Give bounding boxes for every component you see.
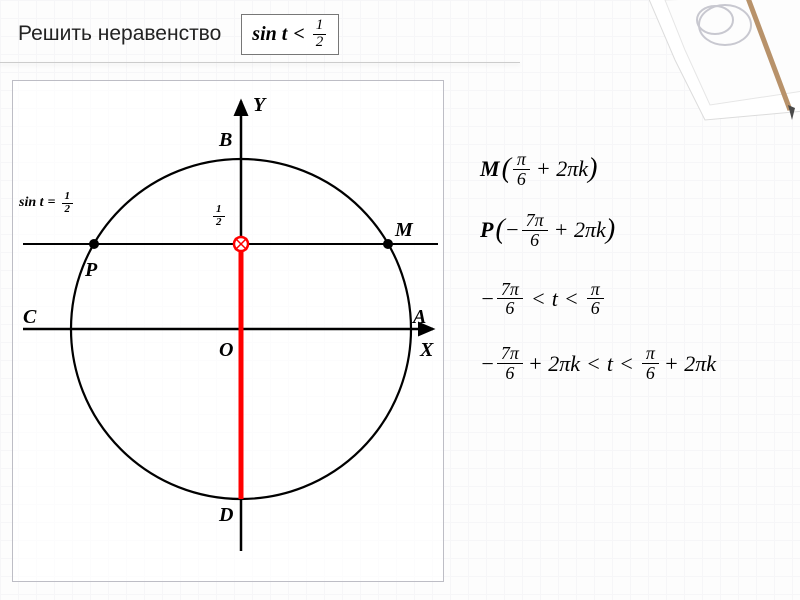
unit-circle-diagram: sin t = 1 2 1 2 bbox=[12, 80, 444, 582]
label-C: C bbox=[23, 306, 37, 328]
main-inequality-box: sin t < 1 2 bbox=[241, 14, 339, 55]
solution-P: P ( − 7π 6 + 2πk ) bbox=[480, 211, 780, 250]
label-X: X bbox=[419, 339, 434, 361]
label-B: B bbox=[218, 129, 232, 151]
label-O: O bbox=[219, 339, 233, 361]
point-P bbox=[89, 239, 99, 249]
solution-full-interval: − 7π 6 + 2πk < t < π 6 + 2πk bbox=[480, 344, 780, 383]
label-A: A bbox=[411, 306, 426, 328]
title-text: Решить неравенство bbox=[18, 22, 221, 46]
solution-column: M ( π 6 + 2πk ) P ( − 7π 6 + 2πk ) − 7π … bbox=[480, 150, 780, 405]
point-M bbox=[383, 239, 393, 249]
side-equation: sin t = 1 2 bbox=[19, 191, 75, 215]
label-Y: Y bbox=[253, 94, 267, 116]
title-underline bbox=[0, 62, 520, 63]
label-M: M bbox=[394, 219, 414, 241]
title-bar: Решить неравенство sin t < 1 2 bbox=[18, 14, 800, 55]
solution-base-interval: − 7π 6 < t < π 6 bbox=[480, 280, 780, 319]
solution-M: M ( π 6 + 2πk ) bbox=[480, 150, 780, 189]
label-P: P bbox=[84, 259, 98, 281]
diagram-svg: Y X O A C B D M P bbox=[13, 81, 443, 581]
y-intercept-label: 1 2 bbox=[211, 204, 227, 228]
label-D: D bbox=[218, 504, 233, 526]
fraction-half: 1 2 bbox=[313, 18, 327, 51]
